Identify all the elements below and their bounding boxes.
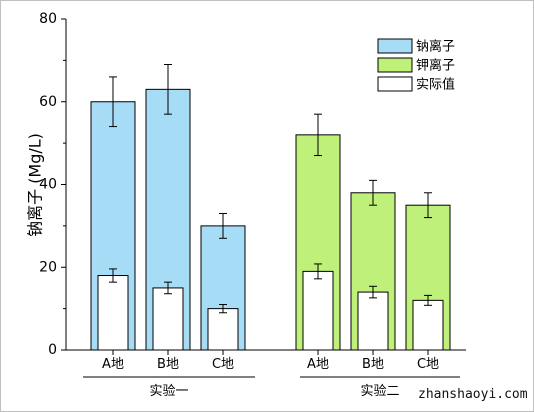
y-tick-label: 0: [48, 342, 57, 358]
legend-swatch: [377, 57, 413, 73]
legend-label: 钠离子: [416, 39, 455, 55]
bar-actual-钾离子-C地: [412, 299, 444, 351]
y-tick-label: 20: [39, 259, 57, 275]
bar-actual-钾离子-B地: [357, 291, 389, 351]
legend-label: 钾离子: [416, 58, 455, 74]
group-label: 实验二: [360, 383, 399, 399]
x-tick-label: C地: [212, 357, 234, 372]
x-tick-label: B地: [362, 357, 384, 372]
x-tick-label: A地: [102, 357, 124, 372]
x-tick-label: A地: [307, 357, 329, 372]
legend-swatch: [377, 38, 413, 54]
group-label: 实验一: [149, 383, 188, 399]
x-tick-label: B地: [157, 357, 179, 372]
y-tick-label: 60: [39, 94, 57, 110]
legend-label: 实际值: [416, 77, 455, 93]
bar-actual-钠离子-C地: [207, 308, 239, 351]
legend-swatch: [377, 76, 413, 92]
bar-actual-钾离子-A地: [302, 270, 334, 351]
bar-actual-钠离子-A地: [97, 275, 129, 351]
y-tick-label: 80: [39, 11, 57, 27]
bar-actual-钠离子-B地: [152, 287, 184, 351]
bars-layer: [90, 64, 451, 351]
y-axis-label: 钠离子 (Mg/L): [26, 133, 45, 237]
y-tick-label: 40: [39, 177, 57, 193]
watermark-text: zhanshaoyi.com: [418, 387, 528, 402]
x-tick-label: C地: [417, 357, 439, 372]
